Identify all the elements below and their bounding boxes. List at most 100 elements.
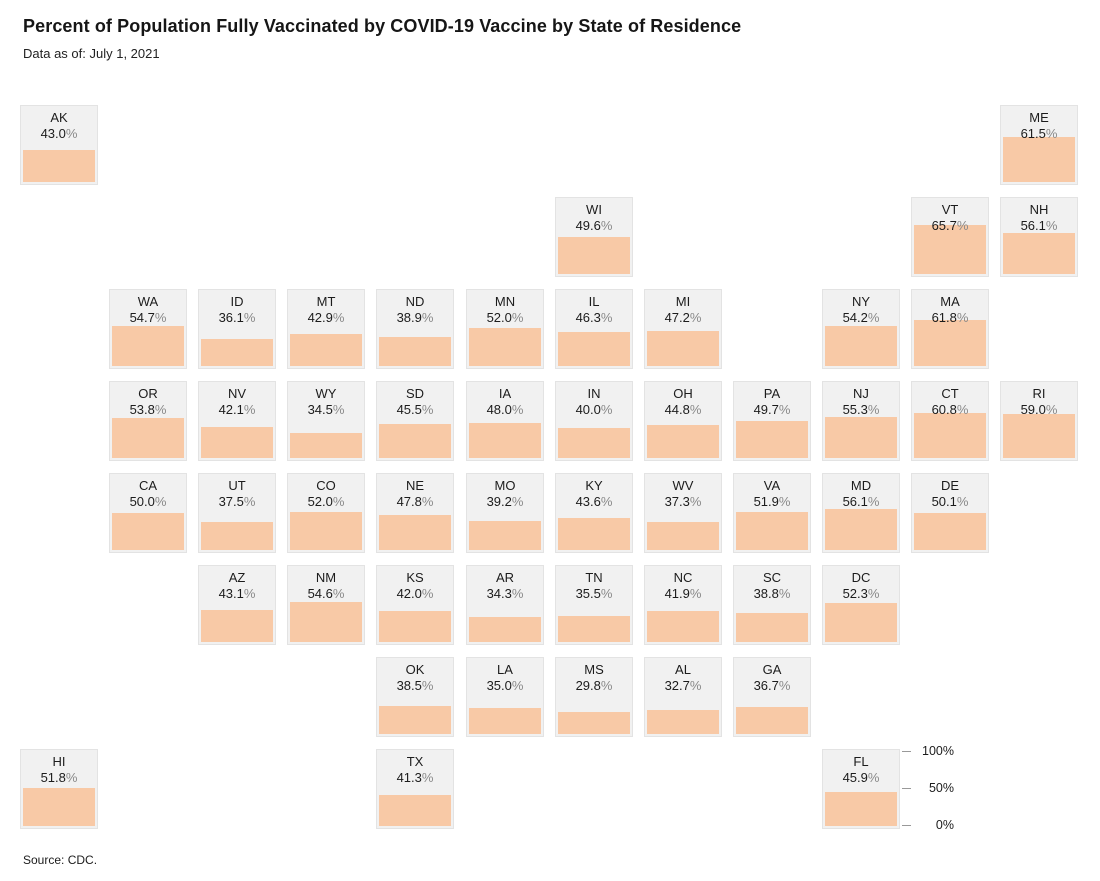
state-tile-NY[interactable]: NY 54.2% bbox=[822, 289, 900, 369]
state-tile-NM[interactable]: NM 54.6% bbox=[287, 565, 365, 645]
state-tile-WI[interactable]: WI 49.6% bbox=[555, 197, 633, 277]
state-tile-AZ[interactable]: AZ 43.1% bbox=[198, 565, 276, 645]
legend-tick: 0% bbox=[902, 817, 958, 833]
state-tile-WA[interactable]: WA 54.7% bbox=[109, 289, 187, 369]
state-abbr-label: UT bbox=[228, 478, 246, 493]
state-tile-CO[interactable]: CO 52.0% bbox=[287, 473, 365, 553]
state-tile-GA[interactable]: GA 36.7% bbox=[733, 657, 811, 737]
state-tile-MI[interactable]: MI 47.2% bbox=[644, 289, 722, 369]
state-tile-MS[interactable]: MS 29.8% bbox=[555, 657, 633, 737]
state-tile-NC[interactable]: NC 41.9% bbox=[644, 565, 722, 645]
state-value-label: 38.9% bbox=[396, 310, 434, 325]
state-tile-NJ[interactable]: NJ 55.3% bbox=[822, 381, 900, 461]
state-value-label: 40.0% bbox=[575, 402, 613, 417]
state-tile-WV[interactable]: WV 37.3% bbox=[644, 473, 722, 553]
state-tile-NH[interactable]: NH 56.1% bbox=[1000, 197, 1078, 277]
state-tile-VA[interactable]: VA 51.9% bbox=[733, 473, 811, 553]
tile-fill bbox=[469, 521, 541, 550]
state-abbr-label: IL bbox=[588, 294, 600, 309]
state-tile-OH[interactable]: OH 44.8% bbox=[644, 381, 722, 461]
state-tile-FL[interactable]: FL 45.9% bbox=[822, 749, 900, 829]
state-abbr-label: WY bbox=[315, 386, 337, 401]
tile-fill bbox=[914, 413, 986, 458]
state-value-label: 44.8% bbox=[664, 402, 702, 417]
tile-fill bbox=[290, 334, 362, 366]
chart-subtitle: Data as of: July 1, 2021 bbox=[23, 46, 160, 61]
state-value-label: 42.1% bbox=[218, 402, 256, 417]
state-tile-TN[interactable]: TN 35.5% bbox=[555, 565, 633, 645]
tile-fill bbox=[558, 711, 630, 734]
state-tile-SD[interactable]: SD 45.5% bbox=[376, 381, 454, 461]
state-tile-MN[interactable]: MN 52.0% bbox=[466, 289, 544, 369]
state-value-label: 34.5% bbox=[307, 402, 345, 417]
state-abbr-label: CO bbox=[316, 478, 336, 493]
state-tile-MD[interactable]: MD 56.1% bbox=[822, 473, 900, 553]
state-abbr-label: TX bbox=[406, 754, 424, 769]
state-abbr-label: OK bbox=[405, 662, 425, 677]
state-tile-NV[interactable]: NV 42.1% bbox=[198, 381, 276, 461]
state-tile-ND[interactable]: ND 38.9% bbox=[376, 289, 454, 369]
tile-fill bbox=[647, 522, 719, 550]
state-tile-ID[interactable]: ID 36.1% bbox=[198, 289, 276, 369]
state-tile-OK[interactable]: OK 38.5% bbox=[376, 657, 454, 737]
tile-fill bbox=[201, 522, 273, 550]
state-tile-CA[interactable]: CA 50.0% bbox=[109, 473, 187, 553]
legend-tick-dash bbox=[902, 788, 911, 789]
state-abbr-label: SC bbox=[762, 570, 782, 585]
state-value-label: 48.0% bbox=[486, 402, 524, 417]
tile-fill bbox=[736, 706, 808, 734]
legend-tick-dash bbox=[902, 751, 911, 752]
state-tile-MO[interactable]: MO 39.2% bbox=[466, 473, 544, 553]
tile-fill bbox=[201, 610, 273, 642]
state-tile-IA[interactable]: IA 48.0% bbox=[466, 381, 544, 461]
state-tile-RI[interactable]: RI 59.0% bbox=[1000, 381, 1078, 461]
state-value-label: 56.1% bbox=[1020, 218, 1058, 233]
state-tile-NE[interactable]: NE 47.8% bbox=[376, 473, 454, 553]
state-tile-CT[interactable]: CT 60.8% bbox=[911, 381, 989, 461]
state-abbr-label: IN bbox=[587, 386, 601, 401]
tile-fill bbox=[914, 512, 986, 550]
state-tile-TX[interactable]: TX 41.3% bbox=[376, 749, 454, 829]
state-tile-SC[interactable]: SC 38.8% bbox=[733, 565, 811, 645]
state-value-label: 47.8% bbox=[396, 494, 434, 509]
state-tile-WY[interactable]: WY 34.5% bbox=[287, 381, 365, 461]
tile-fill bbox=[469, 422, 541, 458]
state-tile-IN[interactable]: IN 40.0% bbox=[555, 381, 633, 461]
state-value-label: 32.7% bbox=[664, 678, 702, 693]
state-value-label: 39.2% bbox=[486, 494, 524, 509]
tile-fill bbox=[201, 339, 273, 366]
state-tile-DE[interactable]: DE 50.1% bbox=[911, 473, 989, 553]
state-tile-AL[interactable]: AL 32.7% bbox=[644, 657, 722, 737]
state-value-label: 56.1% bbox=[842, 494, 880, 509]
tile-fill bbox=[379, 795, 451, 826]
state-tile-DC[interactable]: DC 52.3% bbox=[822, 565, 900, 645]
state-tile-AR[interactable]: AR 34.3% bbox=[466, 565, 544, 645]
tile-fill bbox=[558, 331, 630, 366]
state-value-label: 46.3% bbox=[575, 310, 613, 325]
state-tile-IL[interactable]: IL 46.3% bbox=[555, 289, 633, 369]
state-abbr-label: CT bbox=[941, 386, 959, 401]
state-tile-AK[interactable]: AK 43.0% bbox=[20, 105, 98, 185]
tile-fill bbox=[290, 432, 362, 458]
state-tile-OR[interactable]: OR 53.8% bbox=[109, 381, 187, 461]
state-abbr-label: GA bbox=[762, 662, 782, 677]
tile-fill bbox=[558, 237, 630, 274]
state-tile-ME[interactable]: ME 61.5% bbox=[1000, 105, 1078, 185]
state-tile-MA[interactable]: MA 61.8% bbox=[911, 289, 989, 369]
state-value-label: 65.7% bbox=[931, 218, 969, 233]
state-abbr-label: VA bbox=[763, 478, 781, 493]
state-tile-MT[interactable]: MT 42.9% bbox=[287, 289, 365, 369]
state-tile-UT[interactable]: UT 37.5% bbox=[198, 473, 276, 553]
state-abbr-label: MA bbox=[940, 294, 960, 309]
state-abbr-label: NY bbox=[851, 294, 871, 309]
state-tile-KY[interactable]: KY 43.6% bbox=[555, 473, 633, 553]
tile-fill bbox=[558, 517, 630, 550]
state-tile-HI[interactable]: HI 51.8% bbox=[20, 749, 98, 829]
chart-title: Percent of Population Fully Vaccinated b… bbox=[23, 16, 742, 36]
tile-fill bbox=[736, 511, 808, 550]
state-tile-LA[interactable]: LA 35.0% bbox=[466, 657, 544, 737]
state-value-label: 51.9% bbox=[753, 494, 791, 509]
state-tile-KS[interactable]: KS 42.0% bbox=[376, 565, 454, 645]
state-tile-PA[interactable]: PA 49.7% bbox=[733, 381, 811, 461]
state-tile-VT[interactable]: VT 65.7% bbox=[911, 197, 989, 277]
